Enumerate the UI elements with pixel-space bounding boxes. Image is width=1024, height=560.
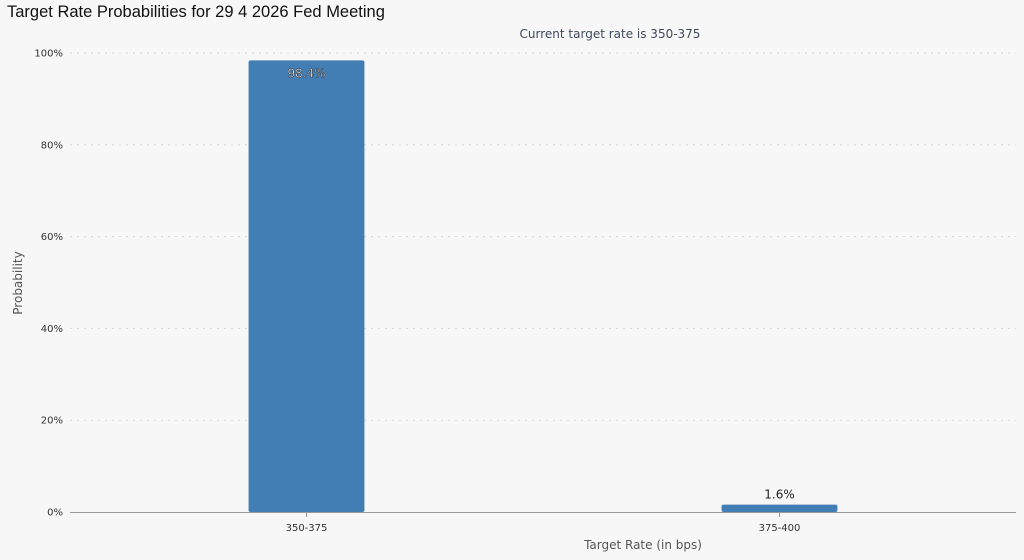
x-axis-title: Target Rate (in bps) bbox=[583, 538, 702, 552]
y-tick-label: 0% bbox=[47, 508, 63, 519]
x-tick-label: 375-400 bbox=[759, 523, 801, 534]
data-label: 98.4% bbox=[287, 66, 325, 80]
grid-lines bbox=[70, 52, 1016, 421]
y-tick-label: 60% bbox=[41, 232, 63, 243]
data-label: 1.6% bbox=[764, 488, 795, 502]
bars bbox=[248, 60, 838, 513]
bar-375-400[interactable] bbox=[721, 504, 838, 512]
y-axis-title: Probability bbox=[11, 251, 25, 314]
y-tick-label: 20% bbox=[41, 416, 63, 427]
x-axis-ticks: 350-375 375-400 bbox=[286, 512, 801, 534]
y-tick-label: 40% bbox=[41, 324, 63, 335]
page-title: Target Rate Probabilities for 29 4 2026 … bbox=[7, 3, 385, 21]
y-axis-ticks: 0% 20% 40% 60% 80% 100% bbox=[34, 49, 63, 519]
chart-subtitle: Current target rate is 350-375 bbox=[520, 27, 701, 41]
y-tick-label: 100% bbox=[34, 49, 63, 60]
y-tick-label: 80% bbox=[41, 140, 63, 151]
data-labels: 98.4% 1.6% bbox=[287, 66, 795, 502]
x-tick-label: 350-375 bbox=[286, 523, 328, 534]
bar-350-375[interactable] bbox=[248, 60, 365, 513]
